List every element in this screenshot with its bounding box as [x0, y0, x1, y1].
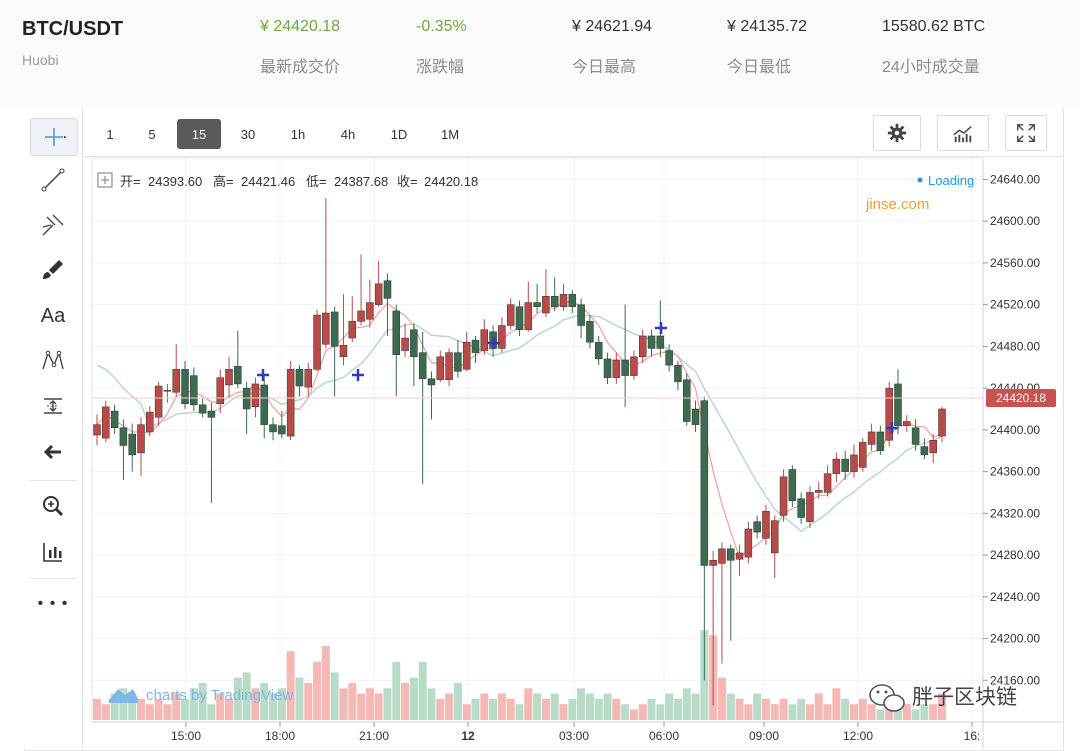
fullscreen-button[interactable] — [1005, 115, 1047, 151]
day-low-label: 今日最低 — [727, 59, 792, 76]
interval-1d[interactable]: 1D — [390, 126, 408, 142]
measure-icon[interactable] — [30, 388, 76, 424]
settings-button[interactable] — [873, 115, 921, 151]
last-price-value: ¥ 24420.18 — [260, 18, 341, 35]
day-low-value: ¥ 24135.72 — [727, 18, 808, 35]
interval-30m[interactable]: 30 — [240, 126, 256, 142]
day-high-value: ¥ 24621.94 — [572, 18, 653, 35]
change-label: 涨跌幅 — [416, 59, 465, 76]
pitchfork-icon[interactable] — [30, 207, 76, 243]
gear-icon — [887, 123, 907, 143]
interval-15m[interactable]: 15 — [177, 119, 221, 149]
trendline-icon[interactable] — [30, 162, 76, 198]
change-value: -0.35% — [416, 18, 467, 35]
interval-1h[interactable]: 1h — [290, 126, 306, 142]
arrow-left-icon[interactable] — [30, 434, 76, 470]
chart-frame — [24, 108, 1064, 751]
crosshair-icon[interactable] — [30, 118, 78, 156]
interval-4h[interactable]: 4h — [340, 126, 356, 142]
text-tool-icon[interactable]: Aa — [40, 304, 66, 327]
brush-icon[interactable] — [30, 252, 76, 288]
last-price-label: 最新成交价 — [260, 59, 341, 76]
more-icon[interactable]: • • • — [37, 595, 69, 612]
bars-icon[interactable] — [30, 534, 76, 570]
pattern-icon[interactable] — [30, 343, 76, 379]
volume-label: 24小时成交量 — [882, 59, 980, 76]
toolbar-divider — [30, 578, 76, 579]
pair-title: BTC/USDT — [22, 18, 124, 40]
exchange-name: Huobi — [22, 52, 59, 68]
fullscreen-icon — [1017, 124, 1035, 142]
toolbar-divider — [30, 480, 76, 481]
zoom-icon[interactable] — [30, 488, 76, 524]
drawing-toolbar: Aa • • • — [24, 108, 83, 749]
indicators-icon — [953, 126, 972, 143]
interval-1m[interactable]: 1 — [106, 126, 114, 142]
volume-value: 15580.62 BTC — [882, 18, 986, 35]
indicators-button[interactable] — [937, 115, 989, 151]
interval-5m[interactable]: 5 — [148, 126, 156, 142]
interval-1mo[interactable]: 1M — [440, 126, 460, 142]
day-high-label: 今日最高 — [572, 59, 637, 76]
ticker-header: BTC/USDT Huobi ¥ 24420.18 最新成交价 -0.35% 涨… — [0, 0, 1080, 105]
